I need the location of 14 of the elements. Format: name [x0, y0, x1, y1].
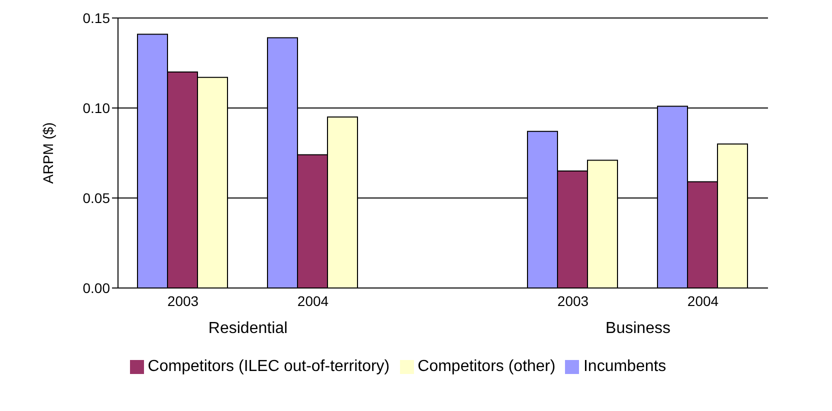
legend-label: Incumbents [583, 358, 666, 375]
x-tick-label: 2004 [687, 292, 719, 309]
legend-label: Competitors (ILEC out-of-territory) [148, 358, 390, 375]
x-tick-label: 2003 [167, 292, 199, 309]
y-tick-label: 0.10 [82, 100, 110, 116]
y-axis-title: ARPM ($) [40, 122, 56, 184]
y-tick-label: 0.15 [82, 10, 110, 26]
legend-label: Competitors (other) [418, 358, 556, 375]
y-tick-label: 0.00 [82, 280, 110, 296]
text: Business [606, 320, 670, 338]
y-tick-label: 0.05 [82, 190, 110, 206]
x-tick-label: 2004 [297, 292, 329, 309]
x-tick-label: 2003 [557, 292, 589, 309]
text: Residential [208, 320, 288, 338]
